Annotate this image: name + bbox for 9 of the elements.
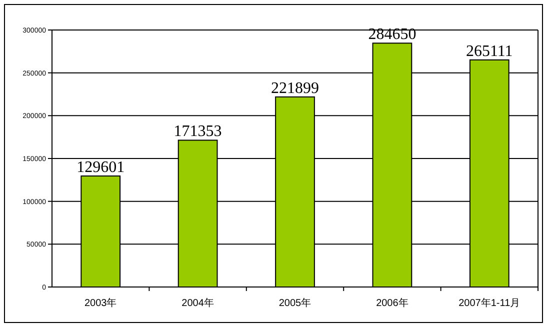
data-label: 221899 [271, 80, 319, 97]
x-tick-label: 2006年 [376, 297, 408, 309]
data-label: 171353 [174, 123, 222, 140]
x-tick-label: 2004年 [182, 297, 214, 309]
data-label: 129601 [76, 158, 125, 176]
x-tick-label: 2003年 [84, 297, 117, 309]
x-tick-label: 2005年 [278, 297, 312, 309]
data-label: 265111 [466, 42, 513, 60]
x-tick-label: 2007年1-11月 [458, 297, 520, 309]
